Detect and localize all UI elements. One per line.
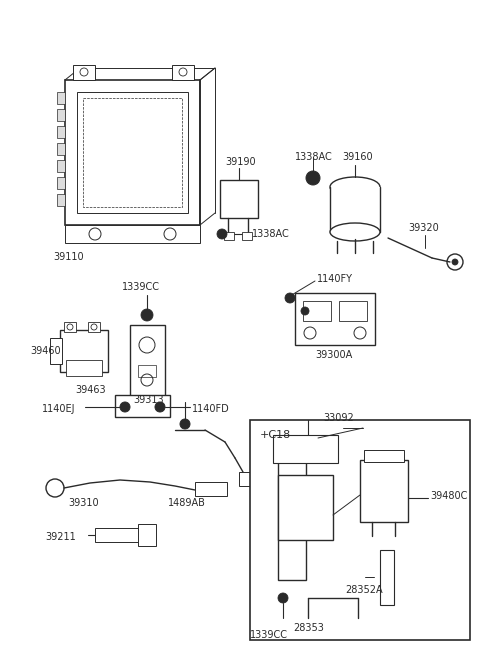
Text: 1140FD: 1140FD: [192, 404, 230, 414]
Bar: [380, 550, 394, 605]
Circle shape: [285, 293, 295, 303]
Bar: [295, 293, 375, 345]
Text: 39480C: 39480C: [430, 491, 468, 501]
Text: 33092: 33092: [323, 413, 354, 423]
Bar: [88, 322, 100, 332]
Bar: [278, 450, 306, 580]
Bar: [172, 65, 194, 80]
Text: 39320: 39320: [408, 223, 439, 233]
Bar: [364, 450, 404, 462]
Bar: [195, 482, 227, 496]
Text: 1140EJ: 1140EJ: [42, 404, 75, 414]
Text: 39211: 39211: [45, 532, 76, 542]
Bar: [360, 460, 408, 522]
Text: 39110: 39110: [53, 252, 84, 262]
Circle shape: [301, 307, 309, 315]
Text: 39160: 39160: [342, 152, 372, 162]
Bar: [138, 524, 156, 546]
Bar: [115, 395, 170, 417]
Circle shape: [278, 593, 288, 603]
Circle shape: [306, 171, 320, 185]
Bar: [239, 472, 257, 486]
Bar: [138, 365, 156, 377]
Bar: [83, 98, 182, 207]
Text: 39190: 39190: [225, 157, 256, 167]
Bar: [65, 80, 200, 225]
Bar: [130, 325, 165, 415]
Bar: [250, 420, 470, 640]
Bar: [303, 301, 331, 321]
Bar: [57, 143, 65, 155]
Circle shape: [155, 402, 165, 412]
Text: 1338AC: 1338AC: [252, 229, 290, 239]
Bar: [73, 65, 95, 80]
Text: +C18: +C18: [260, 430, 291, 440]
Text: 39310: 39310: [68, 498, 98, 508]
Circle shape: [180, 419, 190, 429]
Text: 39463: 39463: [75, 385, 106, 395]
Bar: [95, 528, 143, 542]
Circle shape: [141, 309, 153, 321]
Text: 28353: 28353: [293, 623, 324, 633]
Circle shape: [452, 259, 458, 265]
Bar: [224, 232, 234, 240]
Circle shape: [217, 229, 227, 239]
Bar: [57, 126, 65, 138]
Bar: [57, 194, 65, 206]
Bar: [57, 177, 65, 189]
Bar: [278, 475, 333, 540]
Text: 39460: 39460: [30, 346, 60, 356]
Bar: [330, 187, 380, 232]
Ellipse shape: [330, 177, 380, 197]
Text: 1338AC: 1338AC: [295, 152, 333, 162]
Text: 39300A: 39300A: [315, 350, 352, 360]
Ellipse shape: [330, 223, 380, 241]
Text: 1140FY: 1140FY: [317, 274, 353, 284]
Bar: [273, 435, 338, 463]
Bar: [220, 180, 258, 218]
Text: 28352A: 28352A: [345, 585, 383, 595]
Bar: [64, 322, 76, 332]
Text: 1339CC: 1339CC: [250, 630, 288, 640]
Bar: [77, 92, 188, 213]
Text: 1339CC: 1339CC: [122, 282, 160, 292]
Bar: [66, 360, 102, 376]
Bar: [57, 109, 65, 121]
Bar: [339, 301, 367, 321]
Circle shape: [120, 402, 130, 412]
Bar: [50, 338, 62, 364]
Bar: [242, 232, 252, 240]
Text: 1489AB: 1489AB: [168, 498, 206, 508]
Bar: [57, 160, 65, 172]
Text: 39313: 39313: [133, 395, 164, 405]
Bar: [60, 330, 108, 372]
Bar: [57, 92, 65, 104]
Bar: [65, 225, 200, 243]
